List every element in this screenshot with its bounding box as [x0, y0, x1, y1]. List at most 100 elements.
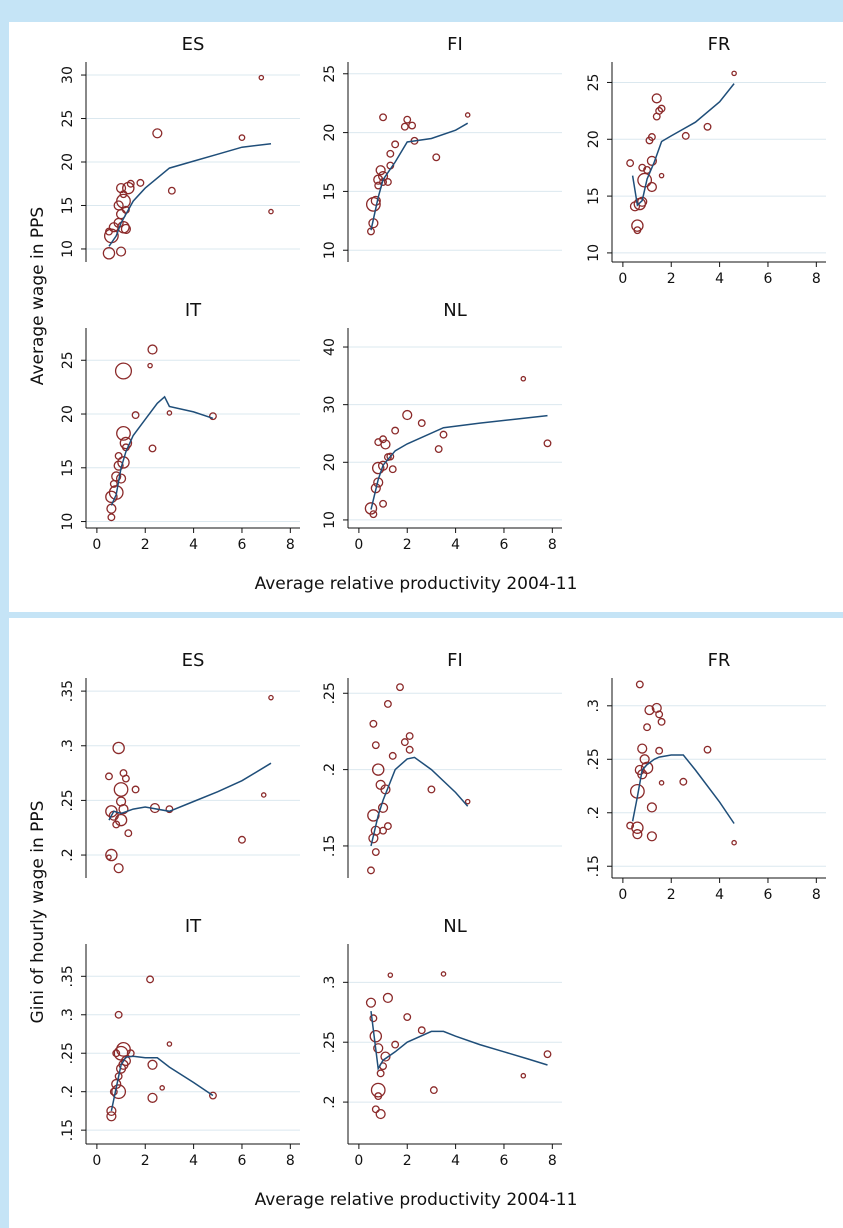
point [208, 1091, 217, 1100]
y-axis-title: Average wage in PPS [28, 207, 48, 385]
point [106, 1111, 117, 1122]
y-tick-label: .15 [60, 1119, 76, 1141]
point [631, 219, 644, 232]
x-tick-label: 4 [451, 1153, 460, 1169]
y-tick-label: 40 [322, 338, 338, 356]
fit-line [370, 414, 548, 510]
point [105, 772, 113, 781]
y-tick-label: .2 [322, 763, 338, 776]
point [434, 445, 443, 453]
fit-line [110, 1055, 214, 1112]
fit-line [370, 756, 469, 847]
point [369, 1014, 378, 1023]
y-tick-label: .2 [586, 806, 602, 819]
point [114, 1010, 123, 1019]
fit-line [108, 762, 272, 821]
x-axis-title: Average relative productivity 2004-11 [255, 574, 578, 594]
x-tick-label: 4 [451, 537, 460, 553]
point [107, 513, 116, 522]
point [260, 792, 267, 798]
y-tick-label: .15 [322, 835, 338, 857]
point [112, 1049, 121, 1058]
point [658, 780, 665, 786]
fit-line [631, 83, 735, 207]
point [379, 435, 388, 444]
point [371, 848, 380, 856]
point [147, 1059, 158, 1070]
point [105, 490, 118, 504]
panel-background [9, 22, 843, 612]
x-tick-label: 8 [812, 271, 821, 287]
y-tick-label: .15 [586, 855, 602, 877]
y-tick-label: 30 [322, 396, 338, 414]
point [644, 704, 655, 716]
fit-line [631, 754, 735, 824]
point [106, 854, 112, 861]
x-tick-label: 4 [715, 271, 724, 287]
y-tick-label: 15 [586, 187, 602, 205]
y-tick-label: 25 [322, 65, 338, 83]
point [113, 200, 124, 211]
x-tick-label: 6 [238, 1153, 247, 1169]
x-tick-label: 8 [286, 537, 295, 553]
point [166, 1041, 173, 1047]
point [403, 1013, 412, 1022]
point [643, 723, 652, 732]
point [131, 785, 140, 794]
point [371, 741, 380, 750]
y-tick-label: .35 [60, 680, 76, 702]
y-tick-label: .3 [586, 699, 602, 712]
point [238, 835, 246, 844]
point [417, 1026, 426, 1035]
point [657, 717, 666, 726]
point [364, 502, 378, 515]
y-tick-label: 25 [60, 110, 76, 128]
point [369, 510, 378, 519]
point [115, 473, 127, 484]
y-tick-label: .25 [60, 1042, 76, 1064]
x-tick-label: 0 [618, 887, 627, 903]
point [632, 829, 643, 840]
point [655, 746, 664, 755]
point [439, 430, 448, 439]
fit-line [370, 1011, 548, 1071]
point [631, 821, 644, 834]
point [386, 149, 395, 158]
point [379, 113, 388, 122]
point [429, 1086, 438, 1095]
y-tick-label: .25 [322, 1031, 338, 1053]
point [646, 831, 657, 842]
y-tick-label: .3 [60, 739, 76, 752]
x-tick-label: 2 [667, 887, 676, 903]
point [126, 179, 135, 188]
point [646, 802, 657, 813]
point [119, 190, 128, 199]
point [543, 439, 552, 448]
point [386, 452, 395, 461]
panel-title: ES [182, 650, 205, 671]
point [375, 1108, 386, 1120]
point [152, 128, 163, 139]
panel-title: FI [447, 34, 463, 55]
point [120, 223, 131, 235]
fit-line [108, 142, 272, 247]
point [731, 839, 737, 846]
point [122, 181, 135, 195]
y-tick-label: 15 [60, 197, 76, 215]
point [376, 1069, 385, 1078]
point [388, 465, 397, 474]
point [116, 425, 131, 441]
panel-title: IT [185, 916, 202, 937]
point [703, 122, 712, 131]
point [679, 777, 688, 786]
point [520, 375, 527, 382]
x-tick-label: 6 [238, 537, 247, 553]
x-tick-label: 2 [141, 1153, 150, 1169]
point [112, 820, 121, 829]
point [113, 863, 124, 874]
x-tick-label: 8 [812, 887, 821, 903]
point [131, 411, 140, 420]
x-tick-label: 6 [764, 887, 773, 903]
y-tick-label: .25 [322, 682, 338, 704]
